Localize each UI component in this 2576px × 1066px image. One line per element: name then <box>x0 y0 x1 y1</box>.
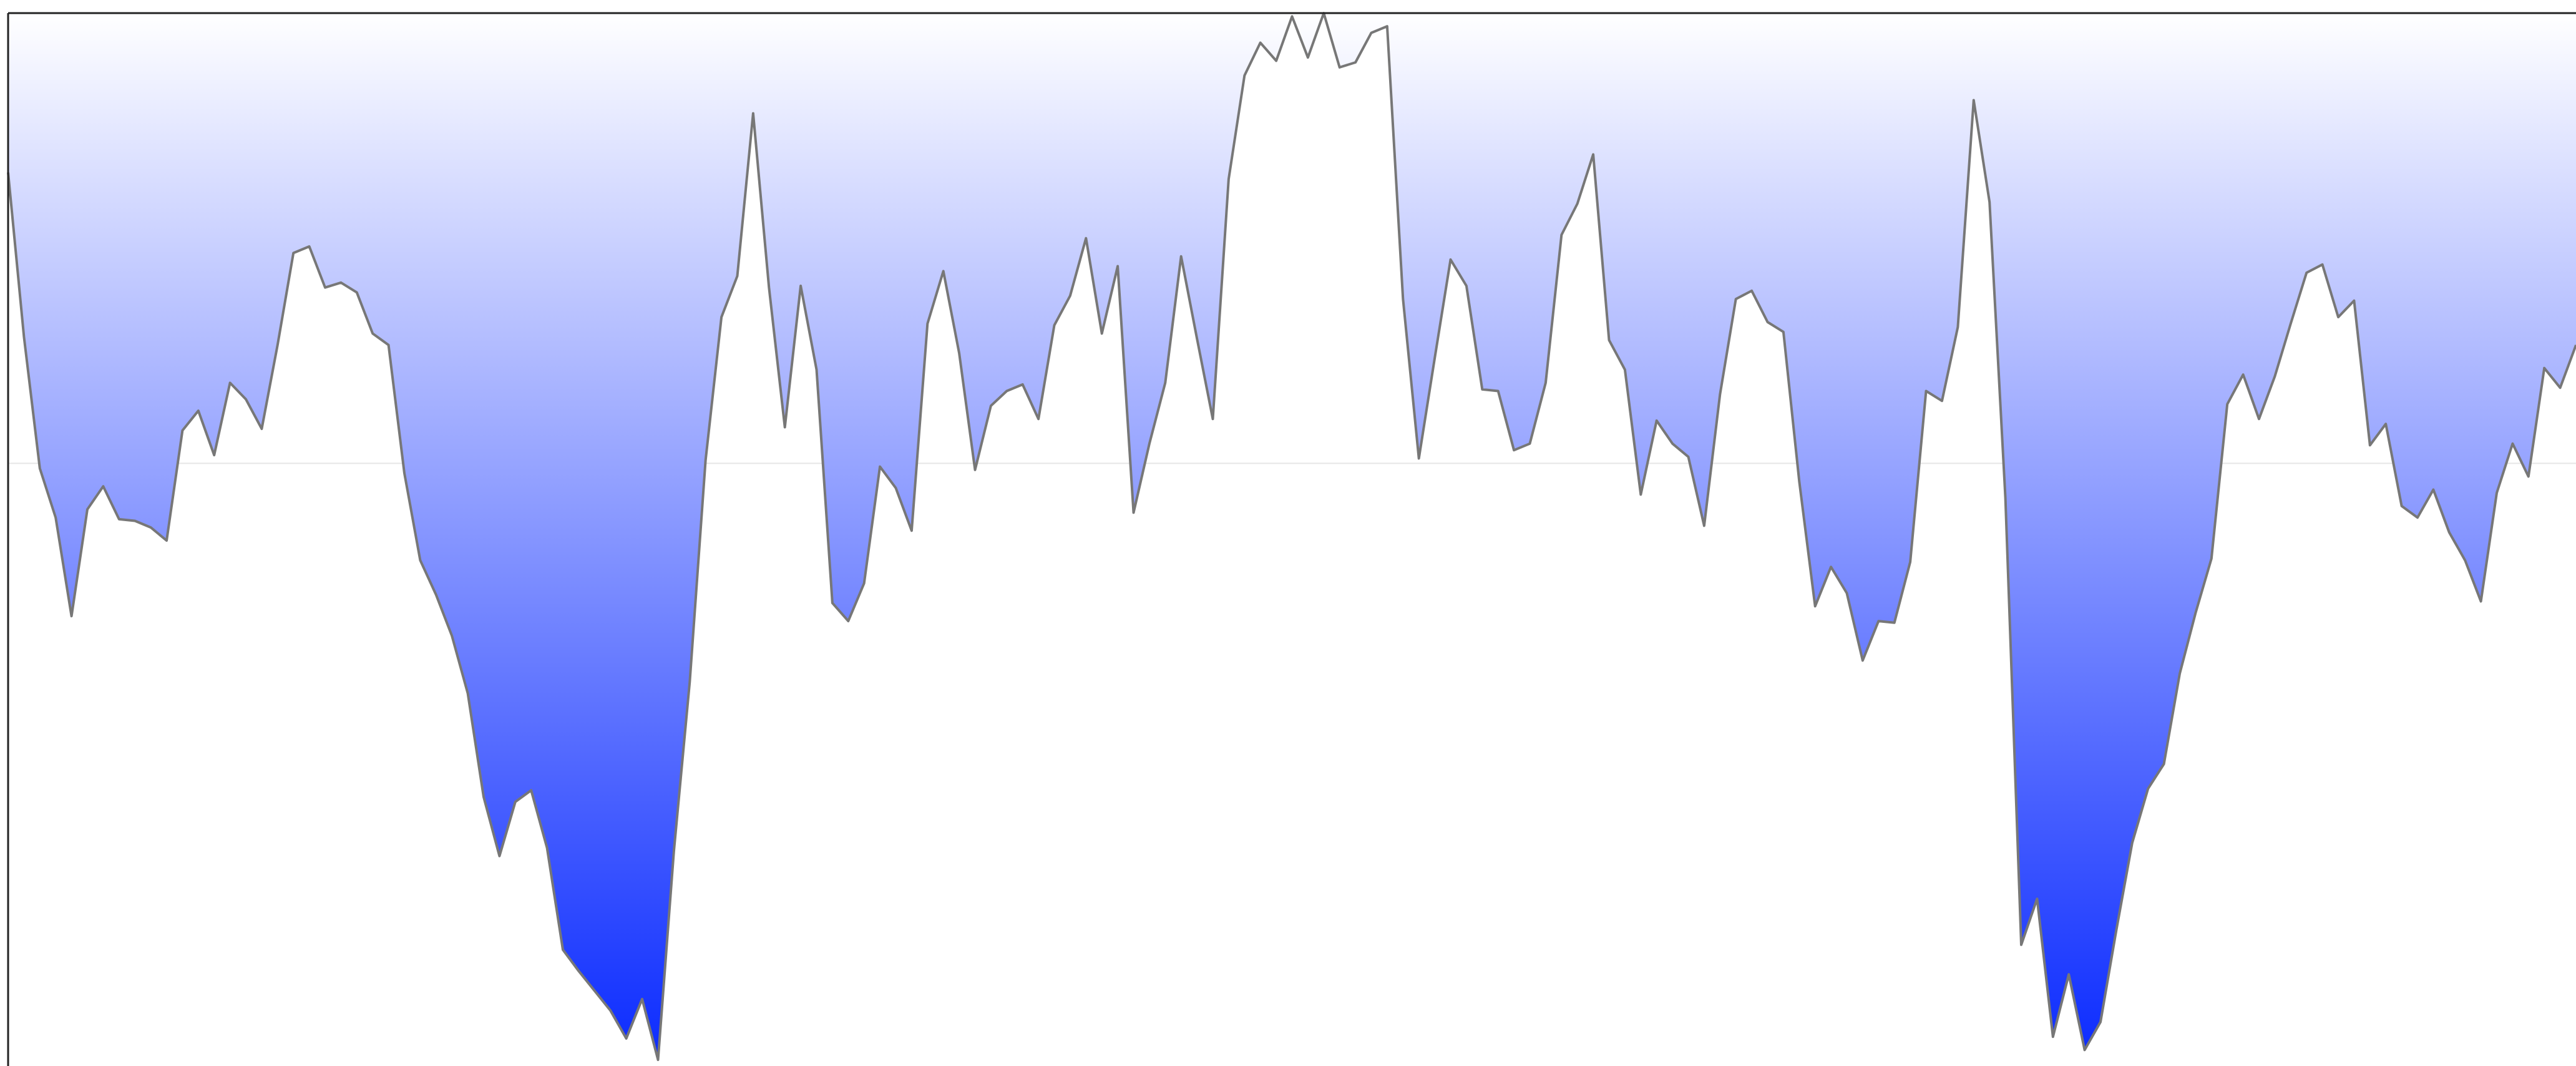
area-fill <box>8 13 2576 1060</box>
area-line <box>7 12 2576 1062</box>
